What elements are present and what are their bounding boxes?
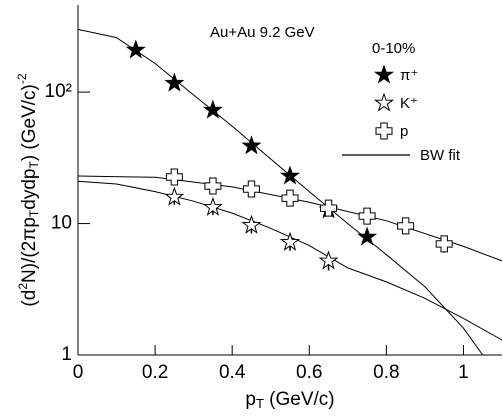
legend-label: BW fit xyxy=(420,147,461,164)
x-tick-label: 0 xyxy=(73,362,84,383)
marker xyxy=(397,217,415,235)
y-tick-label: 10 xyxy=(51,213,72,234)
marker xyxy=(241,135,262,155)
y-label-part: ) (GeV/c) xyxy=(19,84,40,161)
y-label-part: 2 xyxy=(16,283,30,290)
x-tick-label: 1 xyxy=(458,362,469,383)
marker xyxy=(125,39,146,59)
x-axis-label: pT (GeV/c) xyxy=(245,389,334,411)
marker xyxy=(242,180,260,198)
marker xyxy=(202,196,223,216)
legend-marker xyxy=(373,64,395,84)
y-tick-label: 1 xyxy=(61,344,72,365)
x-tick-label: 0.4 xyxy=(219,362,246,383)
legend-marker xyxy=(373,92,395,112)
x-tick-label: 0.8 xyxy=(373,362,399,383)
marker xyxy=(164,186,185,206)
marker xyxy=(435,235,453,253)
marker xyxy=(241,214,262,234)
marker xyxy=(279,231,301,251)
y-label-part: (d xyxy=(19,290,40,307)
x-label-part: p xyxy=(245,389,256,410)
annotation: 0-10% xyxy=(372,40,415,57)
marker xyxy=(165,168,183,186)
marker xyxy=(204,177,222,195)
fit-line xyxy=(77,28,484,356)
legend-marker xyxy=(375,122,393,140)
marker xyxy=(320,199,338,217)
legend-label: K⁺ xyxy=(400,95,418,112)
y-label-part: T xyxy=(27,209,41,217)
y-label-part: dydp xyxy=(19,169,40,210)
marker xyxy=(279,165,301,185)
legend-label: π⁺ xyxy=(400,67,418,84)
y-label-part: N)/(2πp xyxy=(19,217,40,283)
fit-line xyxy=(77,175,503,262)
marker xyxy=(357,226,378,246)
legend-label: p xyxy=(400,123,408,140)
y-axis-label: (d2N)/(2πpTdydpT) (GeV/c)-2 xyxy=(15,73,41,306)
x-tick-label: 0.2 xyxy=(142,362,168,383)
y-tick-label: 10² xyxy=(45,81,72,102)
x-label-part: (GeV/c) xyxy=(264,389,335,410)
marker xyxy=(318,250,339,270)
marker xyxy=(358,207,376,225)
y-label-part: T xyxy=(27,161,41,169)
y-label-part: -2 xyxy=(15,73,29,84)
annotation: Au+Au 9.2 GeV xyxy=(210,24,315,41)
marker xyxy=(164,72,185,92)
x-label-part: T xyxy=(256,396,264,411)
marker xyxy=(202,99,223,119)
marker xyxy=(281,189,299,207)
x-tick-label: 0.6 xyxy=(296,362,322,383)
